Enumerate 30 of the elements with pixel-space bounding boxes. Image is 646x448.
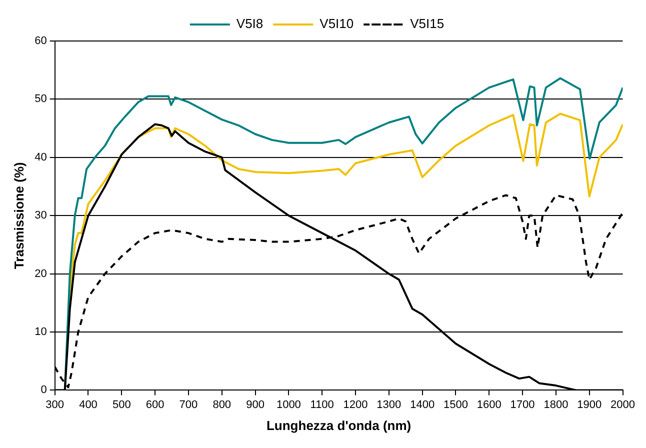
y-tick-label: 20 <box>34 268 47 280</box>
y-tick-label: 40 <box>34 151 47 164</box>
x-tick-label: 400 <box>79 398 98 411</box>
y-tick-label: 50 <box>34 93 47 106</box>
y-axis-title: Trasmissione (%) <box>11 162 26 270</box>
x-tick-label: 600 <box>146 398 164 411</box>
y-tick-label: 10 <box>34 326 47 338</box>
x-tick-label: 900 <box>246 398 264 411</box>
x-tick-label: 1300 <box>376 398 402 411</box>
y-tick-label: 60 <box>34 35 47 48</box>
x-tick-label: 1400 <box>410 398 435 411</box>
legend-label: V5I8 <box>236 16 264 32</box>
x-tick-label: 1100 <box>310 398 334 411</box>
x-tick-label: 1000 <box>276 398 301 411</box>
legend-label: V5I10 <box>320 16 354 32</box>
x-tick-label: 1900 <box>577 398 602 411</box>
x-tick-label: 800 <box>212 398 232 411</box>
x-tick-label: 1200 <box>343 398 368 411</box>
y-tick-label: 0 <box>40 384 47 396</box>
x-tick-label: 1500 <box>443 398 468 411</box>
x-tick-label: 1700 <box>510 398 535 411</box>
x-tick-label: 700 <box>179 398 198 411</box>
x-axis-title: Lunghezza d'onda (nm) <box>266 418 412 433</box>
x-tick-label: 1800 <box>544 398 568 411</box>
y-tick-label: 30 <box>34 210 47 222</box>
x-tick-label: 300 <box>46 398 64 411</box>
x-tick-label: 1600 <box>476 398 502 411</box>
x-tick-label: 500 <box>112 398 131 411</box>
legend-label: V5I15 <box>410 16 444 32</box>
x-tick-label: 2000 <box>610 398 636 411</box>
